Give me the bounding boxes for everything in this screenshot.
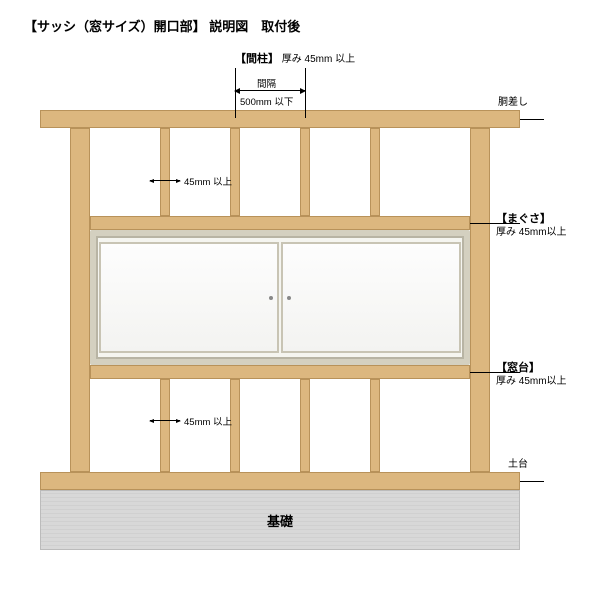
- mabashira-label: 【間柱】 厚み 45mm 以上: [235, 52, 355, 66]
- left-main-post: [70, 128, 90, 472]
- foundation-label: 基礎: [267, 511, 293, 530]
- top-girder: [40, 110, 520, 128]
- spacing-value: 500mm 以下: [240, 94, 293, 108]
- framing-diagram: 基礎 【間柱】 厚み 45mm 以上 間隔 500mm 以下 45mm 以上 4…: [40, 60, 560, 580]
- lower-stud: [300, 379, 310, 472]
- spacing-label: 間隔: [257, 76, 276, 90]
- stud-width-bottom: 45mm 以上: [184, 414, 232, 428]
- window-pane-left: [99, 242, 279, 353]
- leader-line: [520, 119, 544, 120]
- sill-plate: [40, 472, 520, 490]
- stud-width-dim-bottom: [150, 420, 180, 421]
- foundation: 基礎: [40, 490, 520, 550]
- window-sash: [90, 230, 470, 365]
- girder-label: 胴差し: [498, 96, 528, 109]
- window-pane-right: [281, 242, 461, 353]
- page-title: 【サッシ（窓サイズ）開口部】 説明図 取付後: [24, 16, 300, 35]
- sill-plate-label: 土台: [508, 458, 528, 471]
- window-sill: [90, 365, 470, 379]
- lower-stud: [370, 379, 380, 472]
- upper-stud: [370, 128, 380, 216]
- right-main-post: [470, 128, 490, 472]
- lintel: [90, 216, 470, 230]
- spacing-dimension: [235, 90, 305, 91]
- upper-stud: [230, 128, 240, 216]
- stud-width-dim-top: [150, 180, 180, 181]
- upper-stud: [160, 128, 170, 216]
- stud-width-top: 45mm 以上: [184, 174, 232, 188]
- upper-stud: [300, 128, 310, 216]
- leader-line: [520, 481, 544, 482]
- lower-stud: [160, 379, 170, 472]
- window-sill-label: 【窓台】 厚み 45mm以上: [496, 361, 567, 388]
- handle-icon: [269, 296, 273, 300]
- lintel-label: 【まぐさ】 厚み 45mm以上: [496, 212, 567, 239]
- handle-icon: [287, 296, 291, 300]
